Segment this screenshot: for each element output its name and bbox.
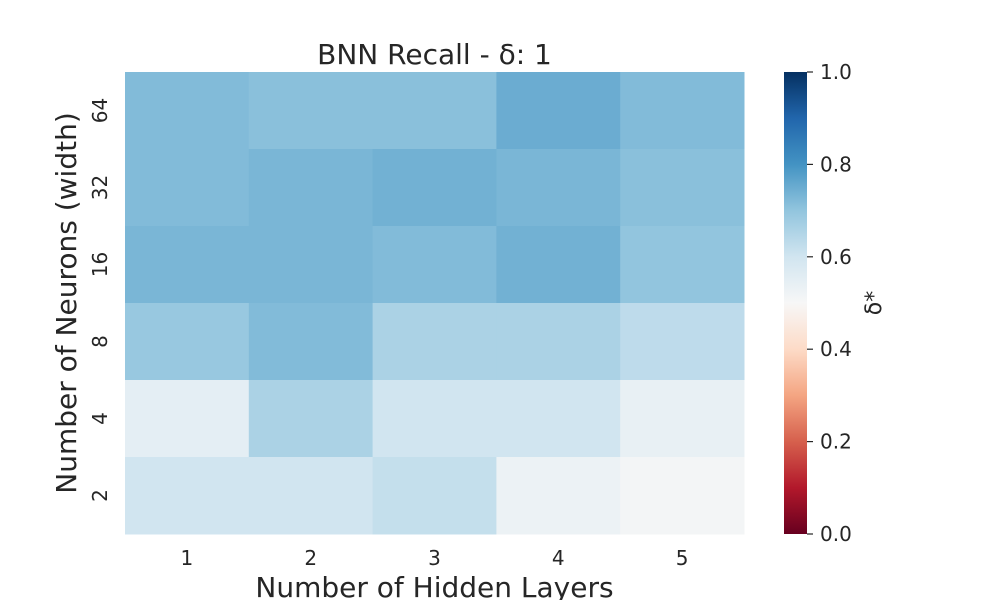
heatmap-cell bbox=[496, 149, 621, 227]
colorbar-tick-label: 0.2 bbox=[820, 430, 852, 454]
heatmap-cell bbox=[496, 72, 621, 150]
colorbar-tick-label: 0.6 bbox=[820, 245, 852, 269]
heatmap-cell bbox=[496, 226, 621, 304]
colorbar bbox=[784, 72, 807, 534]
heatmap-cell bbox=[620, 149, 745, 227]
heatmap-cell bbox=[496, 380, 621, 458]
heatmap-cell bbox=[620, 380, 745, 458]
heatmap-cell bbox=[620, 226, 745, 304]
heatmap-cell bbox=[620, 457, 745, 535]
x-tick-label: 4 bbox=[552, 546, 565, 570]
heatmap-cell bbox=[248, 72, 374, 150]
x-tick-label: 5 bbox=[676, 546, 689, 570]
y-tick-labels: 64 32 16 8 4 2 bbox=[88, 98, 112, 502]
heatmap-cell bbox=[125, 303, 250, 381]
x-tick-labels: 1 2 3 4 5 bbox=[181, 546, 689, 570]
heatmap-cell bbox=[496, 303, 621, 381]
y-tick-label: 16 bbox=[88, 252, 112, 277]
x-tick-label: 1 bbox=[181, 546, 194, 570]
heatmap-cell bbox=[372, 226, 497, 304]
y-tick-label: 4 bbox=[88, 412, 112, 425]
heatmap-cell bbox=[125, 149, 250, 227]
y-tick-label: 2 bbox=[88, 489, 112, 502]
heatmap-cell bbox=[125, 457, 250, 535]
heatmap-cell bbox=[372, 72, 497, 150]
x-tick-label: 3 bbox=[428, 546, 441, 570]
colorbar-tick-label: 0.4 bbox=[820, 337, 852, 361]
heatmap-cell bbox=[620, 303, 745, 381]
y-tick-label: 64 bbox=[88, 98, 112, 123]
heatmap-cell bbox=[248, 149, 374, 227]
colorbar-tick-label: 1.0 bbox=[820, 60, 852, 84]
heatmap-cell bbox=[125, 226, 250, 304]
colorbar-tick-label: 0.8 bbox=[820, 152, 852, 176]
heatmap-cell bbox=[248, 226, 374, 304]
heatmap-cell bbox=[372, 380, 497, 458]
y-tick-label: 32 bbox=[88, 175, 112, 200]
colorbar-ticks: 0.0 0.2 0.4 0.6 0.8 1.0 bbox=[807, 60, 852, 546]
heatmap-cells bbox=[125, 72, 745, 535]
heatmap-cell bbox=[125, 72, 250, 150]
heatmap-cell bbox=[372, 303, 497, 381]
heatmap-cell bbox=[496, 457, 621, 535]
heatmap-cell bbox=[372, 149, 497, 227]
chart-title: BNN Recall - δ: 1 bbox=[317, 38, 552, 71]
heatmap-cell bbox=[620, 72, 745, 150]
colorbar-label: δ* bbox=[862, 291, 887, 315]
y-tick-label: 8 bbox=[88, 335, 112, 348]
heatmap-cell bbox=[248, 380, 374, 458]
x-tick-label: 2 bbox=[304, 546, 317, 570]
x-axis-label: Number of Hidden Layers bbox=[255, 571, 613, 600]
y-axis-label: Number of Neurons (width) bbox=[50, 112, 83, 493]
heatmap-cell bbox=[125, 380, 250, 458]
heatmap-cell bbox=[248, 457, 374, 535]
heatmap-cell bbox=[248, 303, 374, 381]
colorbar-tick-label: 0.0 bbox=[820, 522, 852, 546]
heatmap-cell bbox=[372, 457, 497, 535]
